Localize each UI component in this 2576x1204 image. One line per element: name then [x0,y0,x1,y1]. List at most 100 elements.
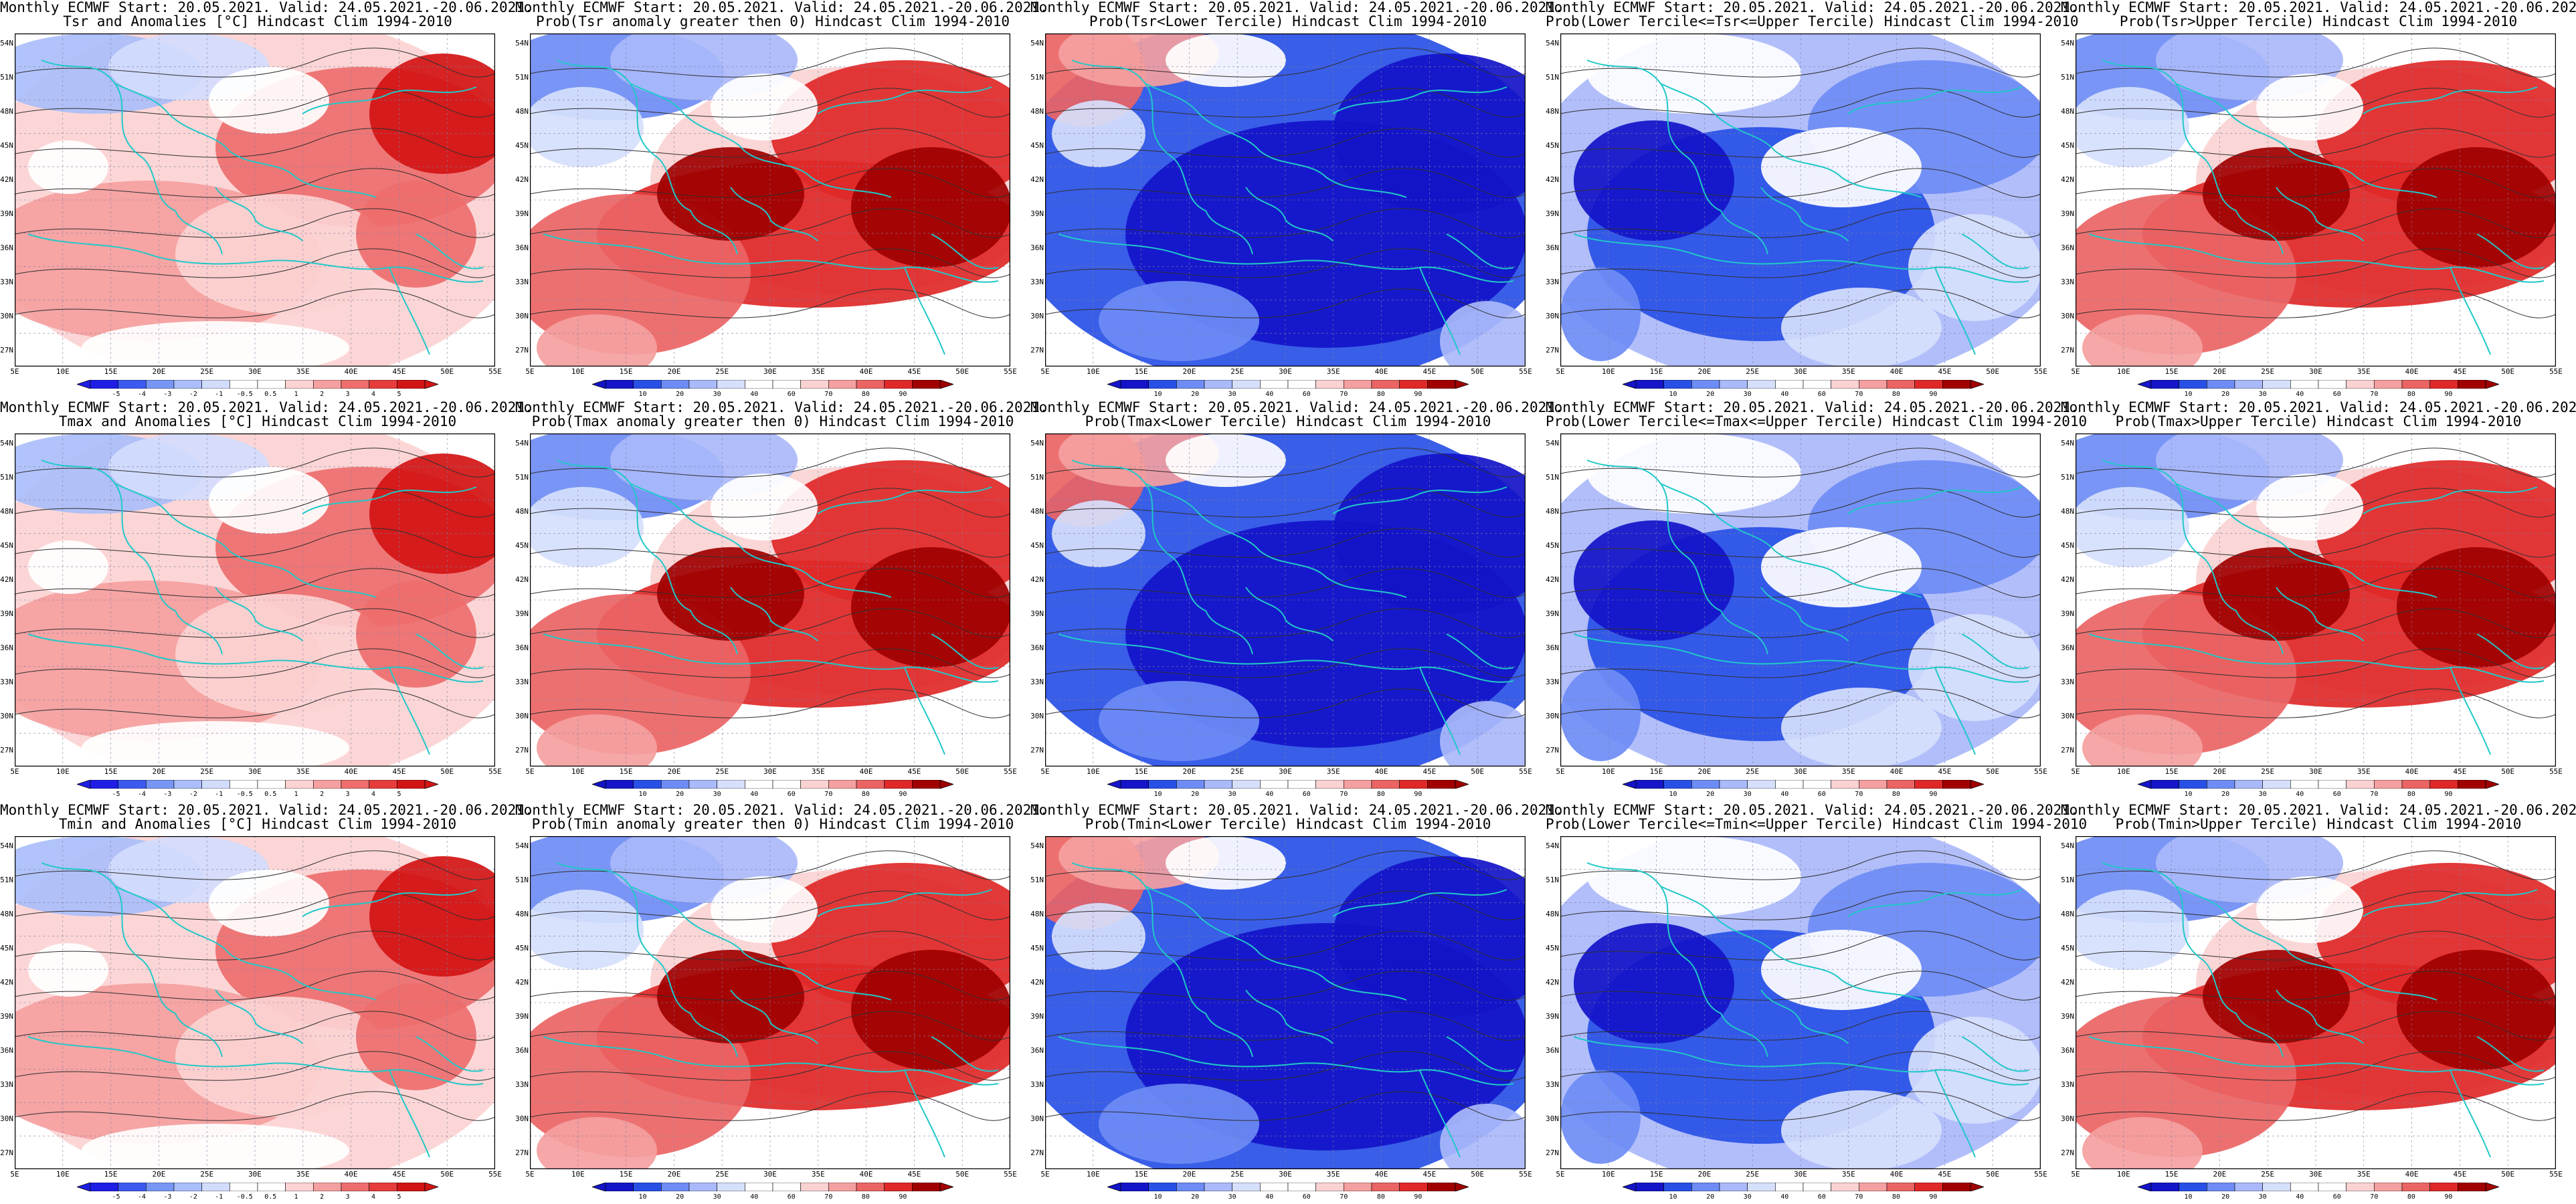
map-canvas [15,433,495,767]
forecast-panel: Monthly ECMWF Start: 20.05.2021. Valid: … [0,400,533,801]
panel-title-header: Monthly ECMWF Start: 20.05.2021. Valid: … [1546,802,2079,818]
colorbar-swatch [1427,380,1456,389]
latitude-label: 51N [515,473,529,482]
colorbar-swatch [257,1183,286,1191]
longitude-label: 35E [296,767,310,776]
colorbar-canvas [77,380,438,389]
colorbar-tick-label: 70 [1855,791,1863,798]
contour-line [2076,648,2556,678]
shaded-region [2076,890,2189,970]
colorbar-tick-label: 30 [713,391,721,398]
contour-line [530,688,1010,718]
colorbar-swatch [313,380,342,389]
longitude-label: 35E [1326,1170,1340,1179]
colorbar-swatch [1176,380,1205,389]
colorbar-tick-label: 4 [371,391,376,398]
latitude-label: 42N [515,175,529,184]
contour-line [15,1091,495,1121]
contour-line [530,128,1010,158]
colorbar-tick-label: 80 [861,391,870,398]
colorbar-tick-label: 2 [320,791,325,798]
colorbar-tick-label: 2 [320,1193,325,1201]
longitude-label: 20E [152,1170,166,1179]
map-canvas [1560,33,2041,367]
latitude-label: 33N [515,1080,529,1089]
contour-line [530,208,1010,238]
contour-line [1560,608,2041,638]
longitude-label: 30E [1794,367,1807,376]
map-canvas [2076,433,2556,767]
contour-line [530,1051,1010,1081]
colorbar-tick-label: 80 [1376,791,1385,798]
colorbar-swatch [173,380,202,389]
colorbar-high-arrow [2485,380,2499,389]
colorbar-swatch [1719,380,1748,389]
forecast-map [1560,836,2041,1169]
contour-line [2076,1011,2556,1041]
shaded-region [530,87,644,167]
shaded-region [1908,214,2041,321]
colorbar-tick-label: 40 [1780,791,1789,798]
contour-line [2076,488,2556,518]
longitude-label: 25E [1746,1170,1760,1179]
longitude-label: 20E [1182,767,1196,776]
colorbar-swatch [856,1183,885,1191]
longitude-label: 45E [1938,767,1952,776]
panel-title-header: Monthly ECMWF Start: 20.05.2021. Valid: … [1546,399,2079,415]
shaded-region [369,454,495,574]
colorbar-swatch [1859,380,1888,389]
colorbar-low-arrow [1623,780,1637,789]
longitude-label: 25E [2261,367,2275,376]
colorbar-tick-label: 20 [1706,391,1715,398]
longitude-label: 15E [2165,367,2179,376]
contour-line [1045,1091,1526,1121]
contour-line [1560,128,2041,158]
colorbar-swatch [1719,780,1748,789]
contour-line [2076,1091,2556,1121]
colorbar-swatch [2262,780,2291,789]
colorbar-tick-label: 70 [2370,791,2379,798]
latitude-label: 36N [0,243,13,252]
latitude-label: 39N [0,209,13,218]
contour-line [2076,447,2556,478]
latitude-label: 51N [1030,876,1044,884]
longitude-label: 30E [248,767,262,776]
colorbar-swatch [397,380,426,389]
colorbar-swatch [1399,1183,1428,1191]
colorbar-low-arrow [1623,1183,1637,1191]
longitude-label: 25E [1746,367,1760,376]
contour-line [15,971,495,1001]
contour-line [1560,850,2041,880]
longitude-label: 40E [2405,767,2419,776]
colorbar [77,1183,438,1191]
colorbar-swatch [257,780,286,789]
colorbar-swatch [2290,1183,2319,1191]
longitude-label: 40E [344,367,358,376]
colorbar-swatch [2374,1183,2403,1191]
colorbar-swatch [884,1183,913,1191]
colorbar-swatch [1859,780,1888,789]
contour-line [1560,168,2041,198]
panel-title-header: Monthly ECMWF Start: 20.05.2021. Valid: … [1546,0,2079,15]
colorbar-swatch [341,780,369,789]
colorbar-tick-label: 90 [1929,391,1938,398]
shaded-region [175,997,389,1117]
latitude-label: 27N [2061,746,2074,755]
shaded-region [1761,930,1922,1010]
contour-line [1560,971,2041,1001]
contour-line [15,447,495,478]
coastline [1573,862,2029,1158]
latitude-label: 27N [515,1148,529,1157]
latitude-label: 39N [2061,1012,2074,1021]
latitude-label: 48N [2061,107,2074,116]
colorbar-high-arrow [424,1183,438,1191]
longitude-label: 55E [2549,367,2563,376]
colorbar-swatch [2401,1183,2430,1191]
contour-line [2076,930,2556,961]
latitude-label: 48N [1546,107,1559,116]
contour-line [1560,890,2041,920]
colorbar-tick-label: 20 [1191,1193,1200,1201]
colorbar-tick-label: 10 [2184,391,2193,398]
longitude-label: 5E [1040,367,1050,376]
colorbar [77,380,438,389]
